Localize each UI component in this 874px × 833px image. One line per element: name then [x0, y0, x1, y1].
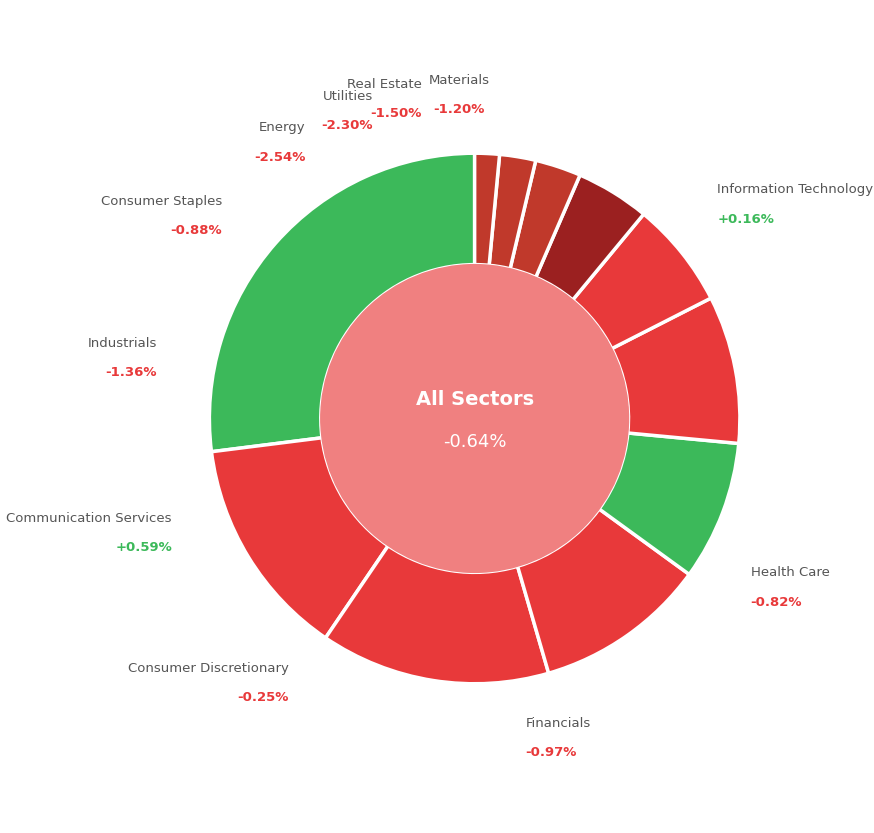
- Wedge shape: [612, 298, 740, 443]
- Wedge shape: [517, 509, 690, 673]
- Text: Industrials: Industrials: [87, 337, 156, 350]
- Text: Information Technology: Information Technology: [718, 183, 873, 197]
- Wedge shape: [572, 214, 711, 349]
- Text: -0.64%: -0.64%: [443, 433, 506, 451]
- Circle shape: [321, 265, 628, 572]
- Wedge shape: [212, 438, 388, 638]
- Wedge shape: [599, 433, 739, 575]
- Text: Communication Services: Communication Services: [6, 511, 172, 525]
- Text: -0.25%: -0.25%: [237, 691, 288, 705]
- Text: -2.54%: -2.54%: [254, 151, 306, 163]
- Text: All Sectors: All Sectors: [415, 391, 534, 410]
- Text: Health Care: Health Care: [751, 566, 829, 580]
- Text: -1.50%: -1.50%: [371, 107, 422, 120]
- Text: Financials: Financials: [525, 717, 591, 730]
- Text: Consumer Staples: Consumer Staples: [101, 195, 222, 208]
- Wedge shape: [210, 153, 475, 451]
- Text: +0.16%: +0.16%: [718, 212, 774, 226]
- Text: -1.36%: -1.36%: [105, 366, 156, 379]
- Text: Real Estate: Real Estate: [347, 78, 422, 91]
- Text: -1.20%: -1.20%: [434, 103, 485, 117]
- Wedge shape: [475, 153, 500, 266]
- Text: Energy: Energy: [259, 122, 306, 134]
- Text: Utilities: Utilities: [323, 90, 372, 103]
- Text: -0.88%: -0.88%: [170, 224, 222, 237]
- Text: Materials: Materials: [429, 74, 490, 87]
- Wedge shape: [489, 154, 536, 269]
- Text: -0.82%: -0.82%: [751, 596, 802, 609]
- Wedge shape: [510, 161, 580, 277]
- Text: -0.97%: -0.97%: [525, 746, 577, 759]
- Text: +0.59%: +0.59%: [115, 541, 172, 554]
- Text: Consumer Discretionary: Consumer Discretionary: [128, 662, 288, 676]
- Text: -2.30%: -2.30%: [322, 119, 372, 132]
- Wedge shape: [325, 546, 549, 684]
- Wedge shape: [536, 175, 644, 300]
